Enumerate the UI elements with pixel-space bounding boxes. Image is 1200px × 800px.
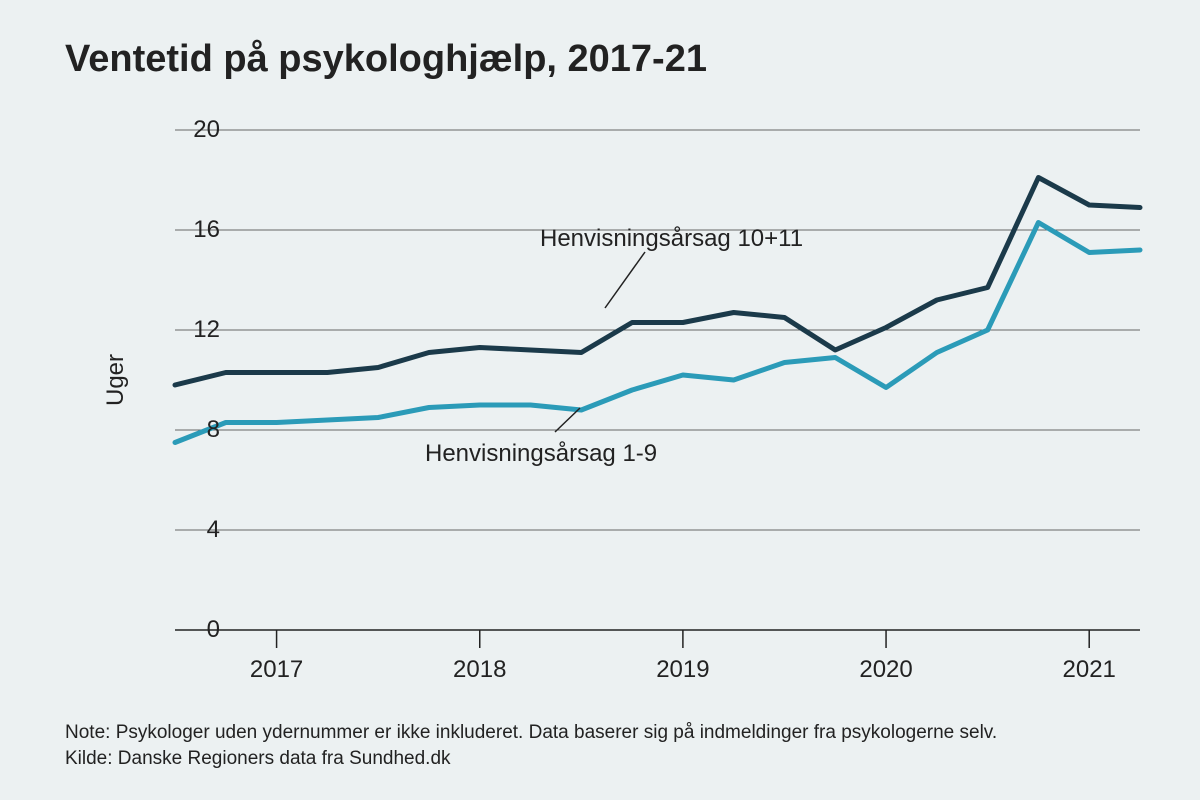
x-axis-tick: 2019 [656, 656, 709, 684]
x-axis-tick: 2020 [859, 656, 912, 684]
footnote-note: Note: Psykologer uden ydernummer er ikke… [65, 720, 997, 746]
y-axis-tick: 20 [170, 116, 220, 144]
series-label: Henvisningsårsag 10+11 [540, 225, 803, 253]
x-axis-tick: 2018 [453, 656, 506, 684]
footnote-source: Kilde: Danske Regioners data fra Sundhed… [65, 746, 451, 772]
y-axis-tick: 4 [170, 516, 220, 544]
y-axis-tick: 8 [170, 416, 220, 444]
y-axis-tick: 16 [170, 216, 220, 244]
y-axis-tick: 12 [170, 316, 220, 344]
x-axis-tick: 2017 [250, 656, 303, 684]
x-axis-tick: 2021 [1063, 656, 1116, 684]
series-label: Henvisningsårsag 1-9 [425, 440, 657, 468]
y-axis-tick: 0 [170, 616, 220, 644]
